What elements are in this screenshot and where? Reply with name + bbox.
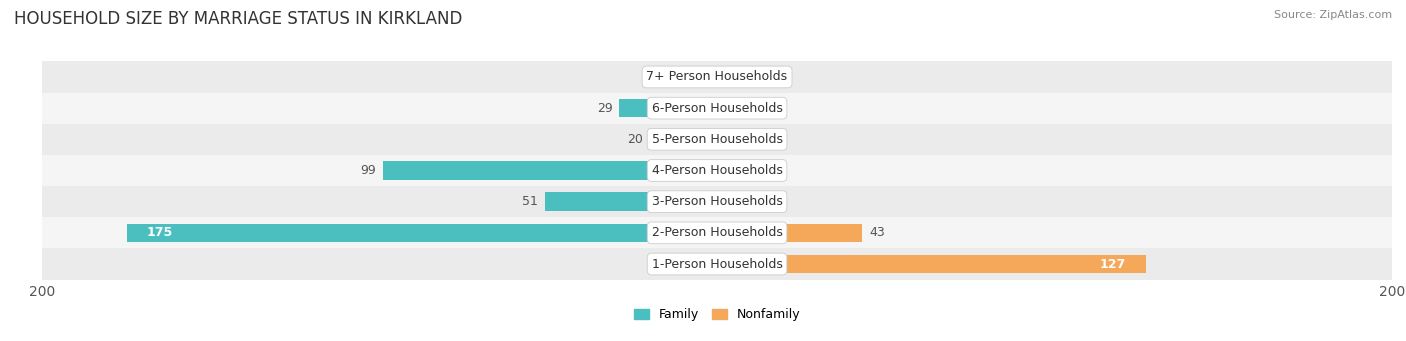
Text: 43: 43 (869, 226, 884, 239)
Bar (650, 130, 717, 149)
Legend: Family, Nonfamily: Family, Nonfamily (634, 308, 800, 321)
Text: 5: 5 (741, 164, 748, 177)
Bar (717, 161, 734, 180)
Bar (42, 217, 1392, 249)
Bar (42, 61, 1392, 92)
Text: 0: 0 (724, 133, 731, 146)
Bar (697, 68, 717, 86)
Bar (127, 223, 717, 242)
Bar (42, 186, 1392, 217)
Text: 51: 51 (523, 195, 538, 208)
Text: 3-Person Households: 3-Person Households (651, 195, 783, 208)
Text: 175: 175 (146, 226, 173, 239)
Text: 127: 127 (1099, 257, 1125, 270)
Bar (42, 249, 1392, 280)
Bar (42, 124, 1392, 155)
Bar (42, 155, 1392, 186)
Text: HOUSEHOLD SIZE BY MARRIAGE STATUS IN KIRKLAND: HOUSEHOLD SIZE BY MARRIAGE STATUS IN KIR… (14, 10, 463, 28)
Text: Source: ZipAtlas.com: Source: ZipAtlas.com (1274, 10, 1392, 20)
Text: 6: 6 (682, 71, 690, 84)
Bar (382, 161, 717, 180)
Bar (717, 223, 862, 242)
Text: 2-Person Households: 2-Person Households (651, 226, 783, 239)
Bar (619, 99, 717, 118)
Bar (42, 92, 1392, 124)
Text: 7+ Person Households: 7+ Person Households (647, 71, 787, 84)
Text: 6-Person Households: 6-Person Households (651, 102, 783, 115)
Text: 20: 20 (627, 133, 643, 146)
Text: 99: 99 (360, 164, 377, 177)
Text: 0: 0 (724, 102, 731, 115)
Text: 0: 0 (724, 71, 731, 84)
Text: 0: 0 (724, 195, 731, 208)
Bar (717, 255, 1146, 273)
Text: 29: 29 (596, 102, 613, 115)
Text: 1-Person Households: 1-Person Households (651, 257, 783, 270)
Text: 4-Person Households: 4-Person Households (651, 164, 783, 177)
Bar (546, 192, 717, 211)
Text: 5-Person Households: 5-Person Households (651, 133, 783, 146)
